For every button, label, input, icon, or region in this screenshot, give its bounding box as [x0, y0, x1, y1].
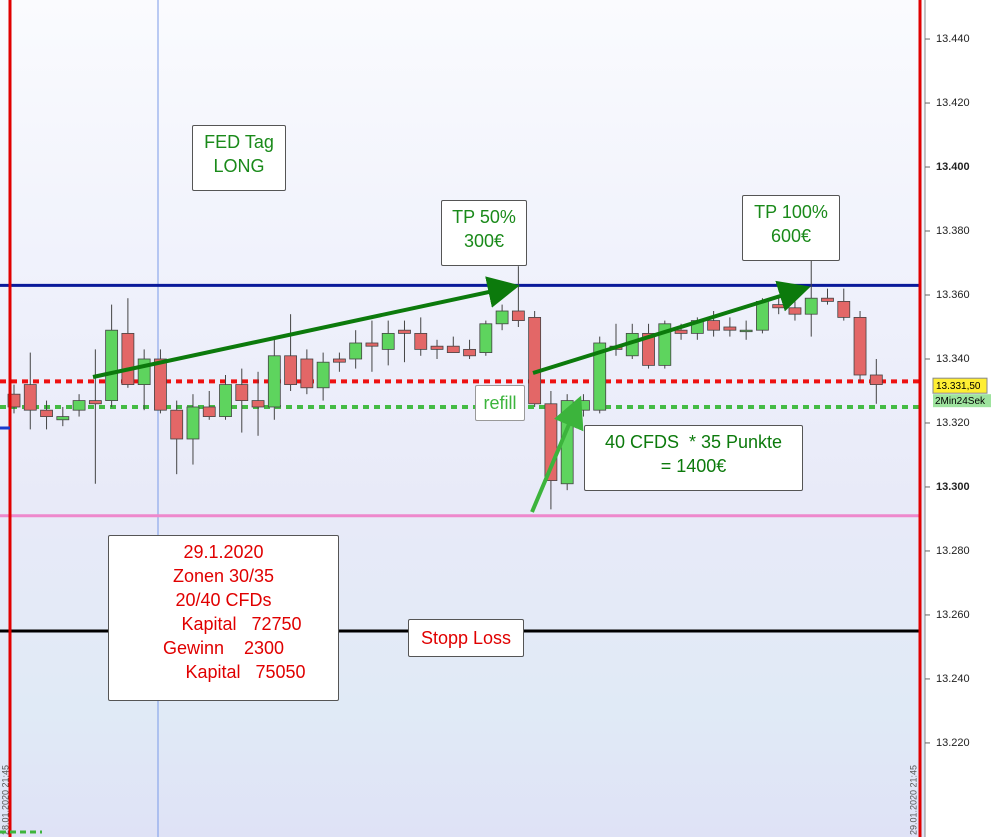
candle-body	[202, 406, 216, 417]
arrow	[530, 395, 584, 513]
candle-body	[349, 342, 363, 360]
timer-tag	[933, 394, 991, 408]
candle-body	[788, 307, 802, 315]
candle-body	[642, 332, 655, 366]
y-tick-label: 13.260	[936, 609, 970, 621]
annotation: 29.1.2020 Zonen 30/35 20/40 CFDs Kapital…	[108, 535, 339, 701]
y-tick-label: 13.400	[936, 161, 970, 173]
candle-body	[804, 297, 818, 315]
candle-body	[837, 300, 851, 318]
timer-label: 2Min24Sek	[935, 396, 986, 407]
candle-body	[577, 400, 590, 411]
candle-body	[316, 361, 330, 389]
candle-body	[40, 409, 53, 417]
candle-body	[72, 400, 86, 411]
y-tick-label: 13.380	[936, 225, 970, 237]
y-tick-label: 13.360	[936, 289, 970, 301]
candle-body	[674, 329, 688, 334]
y-tick-label: 13.240	[936, 673, 970, 685]
candle-body	[756, 300, 769, 331]
candle-body	[593, 342, 607, 411]
candle-body	[821, 297, 834, 302]
y-tick-label: 13.420	[936, 97, 970, 109]
plot-background	[0, 0, 925, 837]
candle-body	[219, 384, 232, 417]
y-tick-label: 13.280	[936, 545, 970, 557]
candle-body	[267, 355, 281, 408]
candle-body	[463, 348, 476, 357]
annotation: refill	[475, 385, 525, 421]
annotation-text: Zonen 30/35	[172, 566, 275, 586]
candle-body	[23, 384, 37, 411]
y-tick-label: 13.440	[936, 33, 970, 45]
candle-body	[446, 345, 460, 353]
candle-body	[739, 329, 753, 333]
candle-body	[365, 342, 379, 347]
candle-body	[186, 406, 200, 440]
candle-body	[105, 329, 119, 401]
candle-body	[495, 310, 509, 325]
candle-body	[121, 332, 135, 385]
arrow	[92, 276, 520, 379]
y-tick-label: 13.340	[936, 353, 970, 365]
annotation: TP 50% 300€	[441, 200, 527, 266]
annotation-text: 29.1.2020	[183, 542, 264, 562]
session-label: 29.01.2020 21:45	[908, 765, 918, 835]
candle-body	[300, 358, 314, 389]
candle-body	[772, 304, 786, 309]
y-tick-label: 13.320	[936, 417, 970, 429]
candle-body	[251, 400, 265, 408]
arrow	[532, 280, 811, 375]
candle-body	[88, 400, 102, 405]
annotation-text: Kapital 75050	[185, 662, 306, 682]
candle-body	[284, 355, 297, 385]
annotation: 40 CFDS * 35 Punkte = 1400€	[584, 425, 803, 491]
candle-body	[154, 358, 167, 411]
axis-background	[925, 0, 997, 837]
candle-body	[707, 320, 721, 331]
candle-body	[235, 384, 249, 401]
candle-body	[853, 316, 867, 376]
candle-body	[332, 358, 346, 363]
annotation: TP 100% 600€	[742, 195, 840, 261]
candle-body	[414, 332, 428, 350]
annotation-text: 600€	[770, 226, 812, 246]
annotation-text: TP 50%	[452, 207, 516, 227]
session-label: 28.01.2020 21:45	[0, 765, 10, 835]
annotation: Stopp Loss	[408, 619, 524, 657]
candle-body	[170, 409, 184, 440]
candle-body	[381, 332, 395, 350]
candle-body	[479, 323, 493, 353]
candle-body	[137, 358, 151, 385]
annotation-text: 300€	[463, 231, 505, 251]
candle-body	[723, 326, 737, 331]
price-tag	[932, 377, 988, 394]
annotation-text: LONG	[213, 156, 265, 176]
annotation: FED Tag LONG	[192, 125, 286, 191]
annotation-text: 40 CFDS * 35 Punkte	[604, 432, 783, 452]
candle-body	[398, 329, 411, 334]
y-tick-label: 13.220	[936, 737, 970, 749]
candle-body	[528, 316, 542, 405]
annotation-text: Kapital 72750	[181, 614, 302, 634]
annotation-text: Gewinn 2300	[162, 638, 285, 658]
candle-body	[511, 310, 525, 321]
price-label: 13.331,50	[936, 381, 981, 392]
annotation-text: = 1400€	[660, 456, 727, 476]
annotation-text: TP 100%	[754, 202, 828, 222]
annotation-text: 20/40 CFDs	[175, 590, 272, 610]
annotation-text: FED Tag	[204, 132, 274, 152]
y-tick-label: 13.300	[936, 481, 970, 493]
candle-body	[430, 345, 444, 350]
candle-body	[56, 416, 70, 421]
candle-body	[869, 374, 883, 385]
